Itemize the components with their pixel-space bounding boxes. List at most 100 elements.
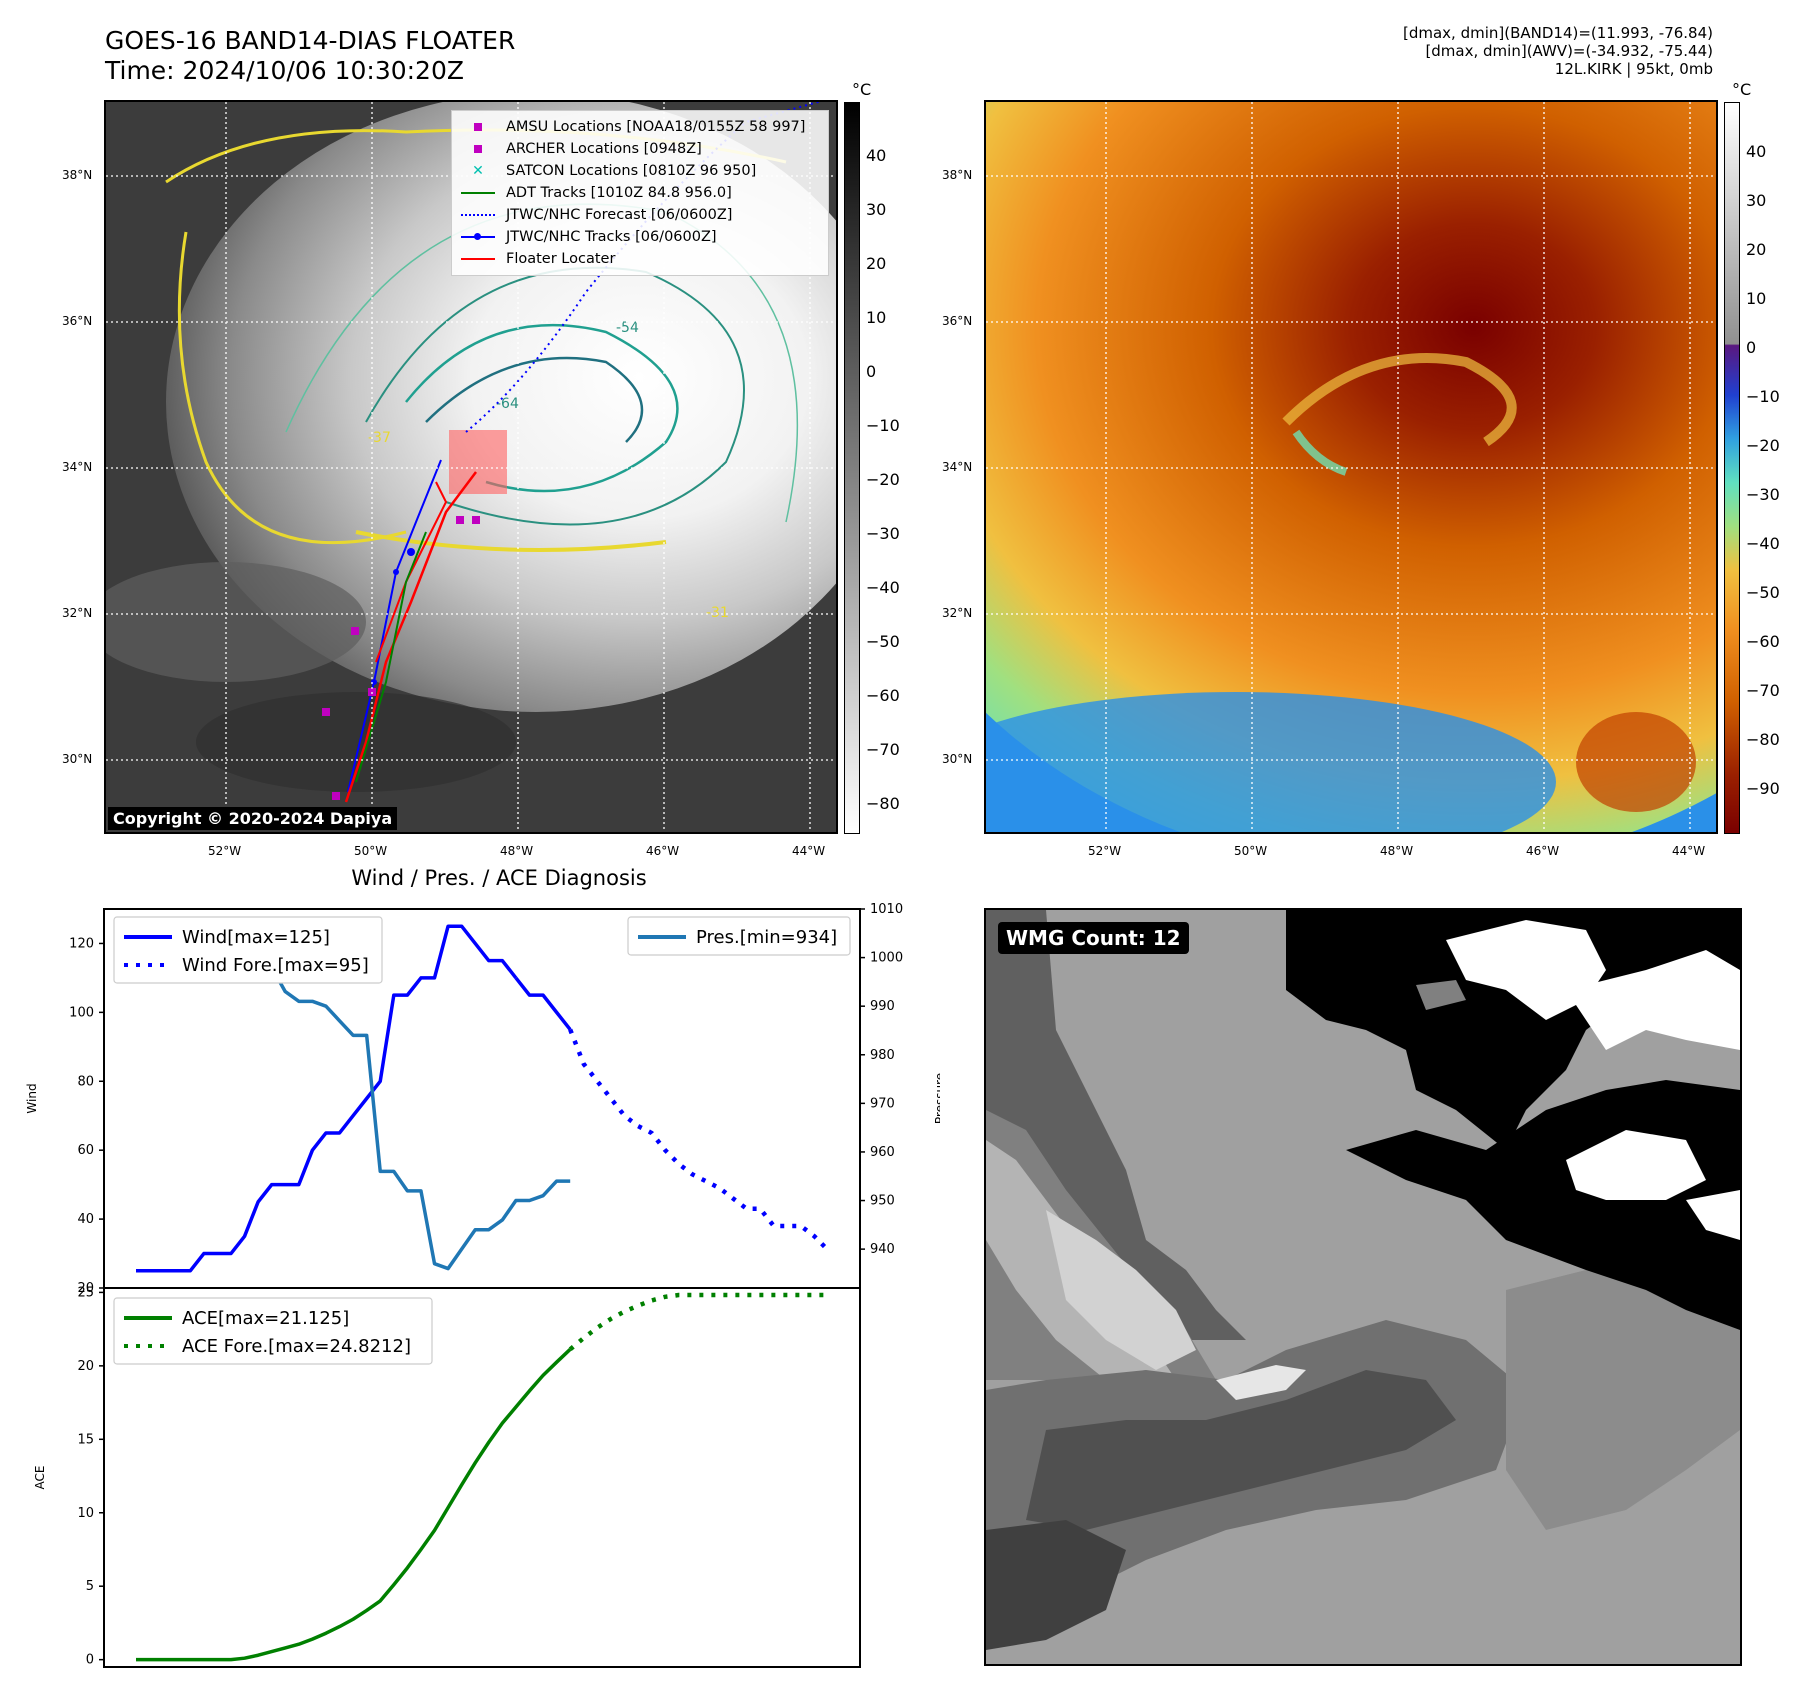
ace-tick-label: 20: [77, 1359, 94, 1374]
wmg-count-badge: WMG Count: 12: [998, 922, 1189, 954]
info-line-2: [dmax, dmin](AWV)=(-34.932, -75.44): [1425, 42, 1713, 60]
legend-item-satcon: ✕ SATCON Locations [0810Z 96 950]: [472, 163, 757, 179]
series-line-1: [514, 976, 572, 1031]
wind-legend-label: Wind[max=125]: [182, 927, 330, 948]
wv-colorbar-tick: −70: [1746, 681, 1780, 700]
lon-label: 44°W: [1672, 844, 1706, 858]
ir-colorbar-unit: °C: [852, 80, 872, 99]
pressure-tick-label: 990: [870, 999, 895, 1014]
wv-colorbar-tick: −90: [1746, 779, 1780, 798]
info-line-1: [dmax, dmin](BAND14)=(11.993, -76.84): [1402, 24, 1713, 42]
lon-label: 44°W: [792, 844, 826, 858]
ir-colorbar-tick: 40: [866, 146, 887, 165]
lon-label: 50°W: [354, 844, 388, 858]
title-line-2: Time: 2024/10/06 10:30:20Z: [105, 56, 464, 85]
figure-info: [dmax, dmin](BAND14)=(11.993, -76.84) [d…: [1403, 24, 1713, 78]
ir-colorbar-tick: −50: [866, 632, 900, 651]
ir-colorbar-tick: 30: [866, 200, 887, 219]
wind-tick-label: 100: [69, 1005, 94, 1020]
pressure-tick-label: 960: [870, 1145, 895, 1160]
ir-colorbar-tick: −40: [866, 578, 900, 597]
pressure-tick-label: 970: [870, 1096, 895, 1111]
wind-tick-label: 80: [77, 1074, 94, 1089]
lat-label: 34°N: [942, 460, 973, 474]
lat-label: 32°N: [62, 606, 93, 620]
contour-label: -64: [496, 396, 519, 412]
pressure-tick-label: 1000: [870, 951, 903, 966]
pressure-tick-label: 950: [870, 1194, 895, 1209]
contour-label: -31: [706, 605, 729, 621]
series-line-2: [568, 1028, 830, 1252]
ace-axis-label: ACE: [33, 1466, 47, 1490]
info-line-3: 12L.KIRK | 95kt, 0mb: [1554, 60, 1713, 78]
wv-colorbar-tick: −50: [1746, 583, 1780, 602]
dot-line-icon: [460, 230, 496, 244]
ace-legend-label: ACE[max=21.125]: [182, 1308, 349, 1329]
lon-label: 52°W: [208, 844, 242, 858]
ace-series-line-0: [136, 1348, 572, 1662]
wind-legend: [113, 916, 383, 984]
wv-map-image: [986, 102, 1716, 832]
lat-label: 36°N: [62, 314, 93, 328]
wind-tick-label: 60: [77, 1143, 94, 1158]
wind-tick-label: 20: [77, 1281, 94, 1296]
figure-title: GOES-16 BAND14-DIAS FLOATER Time: 2024/1…: [105, 26, 515, 86]
wv-colorbar-tick: 30: [1746, 191, 1767, 210]
legend-item-tracks: JTWC/NHC Tracks [06/0600Z]: [460, 226, 820, 248]
wv-colorbar-tick: −20: [1746, 436, 1780, 455]
pressure-tick-label: 1010: [870, 902, 903, 917]
copyright-label: Copyright © 2020-2024 Dapiya: [108, 807, 398, 830]
square-marker-icon: [474, 145, 482, 153]
ir-colorbar-tick: −70: [866, 740, 900, 759]
wv-colorbar-tick: 20: [1746, 240, 1767, 259]
lon-label: 48°W: [500, 844, 534, 858]
pressure-legend: [627, 916, 851, 956]
pressure-axis-label: Pressure: [933, 1073, 940, 1124]
legend-item-floater: Floater Locater: [460, 248, 820, 270]
ir-colorbar-tick: −20: [866, 470, 900, 489]
wv-colorbar-tick: 40: [1746, 142, 1767, 161]
wind-axis-label: Wind: [25, 1083, 39, 1113]
ace-legend: [113, 1297, 433, 1365]
map-legend: AMSU Locations [NOAA18/0155Z 58 997] ARC…: [451, 110, 829, 276]
ace-tick-label: 10: [77, 1506, 94, 1521]
wv-map-panel: [984, 100, 1718, 834]
contour-label: -54: [616, 320, 639, 336]
ace-legend-label: ACE Fore.[max=24.8212]: [182, 1336, 411, 1357]
wv-colorbar: [1724, 102, 1740, 834]
ace-tick-label: 5: [86, 1579, 94, 1594]
lon-label: 50°W: [1234, 844, 1268, 858]
ir-colorbar-tick: −60: [866, 686, 900, 705]
solid-line-icon: [461, 192, 495, 194]
legend-item-forecast: JTWC/NHC Forecast [06/0600Z]: [460, 204, 820, 226]
wv-colorbar-tick: 10: [1746, 289, 1767, 308]
lat-label: 38°N: [942, 168, 973, 182]
ace-tick-label: 15: [77, 1432, 94, 1447]
wind-tick-label: 120: [69, 936, 94, 951]
ir-colorbar-tick: 10: [866, 308, 887, 327]
legend-item-amsu: AMSU Locations [NOAA18/0155Z 58 997]: [460, 116, 820, 138]
legend-item-adt: ADT Tracks [1010Z 84.8 956.0]: [460, 182, 820, 204]
wind-tick-label: 40: [77, 1212, 94, 1227]
ir-colorbar-tick: −10: [866, 416, 900, 435]
legend-item-archer: ARCHER Locations [0948Z]: [460, 138, 820, 160]
wv-colorbar-tick: −40: [1746, 534, 1780, 553]
title-line-1: GOES-16 BAND14-DIAS FLOATER: [105, 26, 516, 55]
ace-series-line-1: [568, 1292, 828, 1352]
dotted-line-icon: [461, 214, 495, 216]
lon-label: 46°W: [1526, 844, 1560, 858]
contour-label: -37: [368, 430, 391, 446]
lat-label: 32°N: [942, 606, 973, 620]
diagnosis-chart: 2040608010012094095096097098099010001010…: [25, 902, 940, 1668]
diagnosis-title: Wind / Pres. / ACE Diagnosis: [351, 866, 647, 890]
lon-label: 46°W: [646, 844, 680, 858]
lon-label: 48°W: [1380, 844, 1414, 858]
wmg-image: [986, 910, 1740, 1664]
solid-line-icon: [461, 258, 495, 260]
ir-map-panel: -64 -54 -31 -37: [104, 100, 838, 834]
wv-colorbar-tick: −60: [1746, 632, 1780, 651]
wv-colorbar-tick: 0: [1746, 338, 1757, 357]
pressure-legend-label: Pres.[min=934]: [696, 927, 837, 948]
lat-label: 30°N: [62, 752, 93, 766]
ir-colorbar-tick: 0: [866, 362, 877, 381]
